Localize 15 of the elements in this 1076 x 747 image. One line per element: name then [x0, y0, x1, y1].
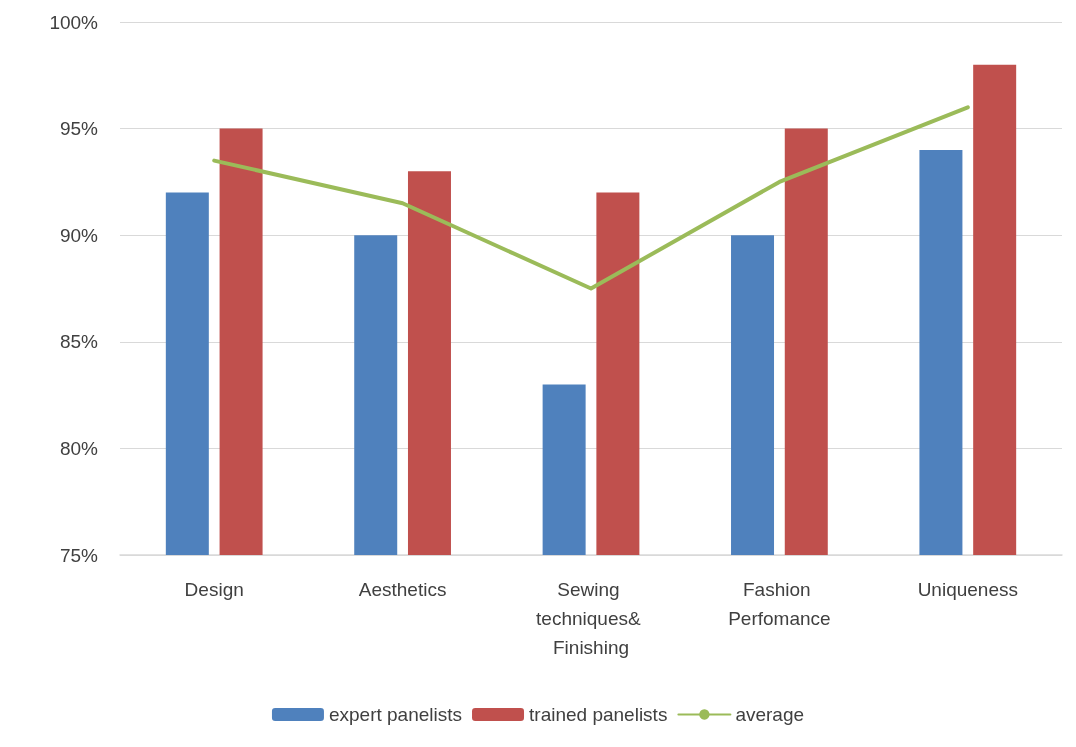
y-tick-label: 75% [59, 544, 99, 566]
x-tick-label: Fashion Perfomance [728, 579, 831, 629]
line-series [212, 105, 970, 291]
legend-label: average [735, 704, 805, 725]
legend-label: trained panelists [529, 704, 668, 725]
legend-label: expert panelists [328, 704, 463, 725]
y-tick-label: 80% [59, 437, 99, 459]
x-tick-label: Sewing techniques& Finishing [536, 579, 646, 658]
x-tick-label: Aesthetics [358, 579, 447, 600]
x-tick-label: Uniqueness [917, 579, 1018, 600]
y-tick-label: 100% [49, 11, 99, 33]
y-tick-label: 95% [59, 118, 99, 140]
x-tick-label: Design [184, 579, 244, 600]
y-tick-label: 85% [59, 331, 99, 353]
y-tick-label: 90% [59, 224, 99, 246]
